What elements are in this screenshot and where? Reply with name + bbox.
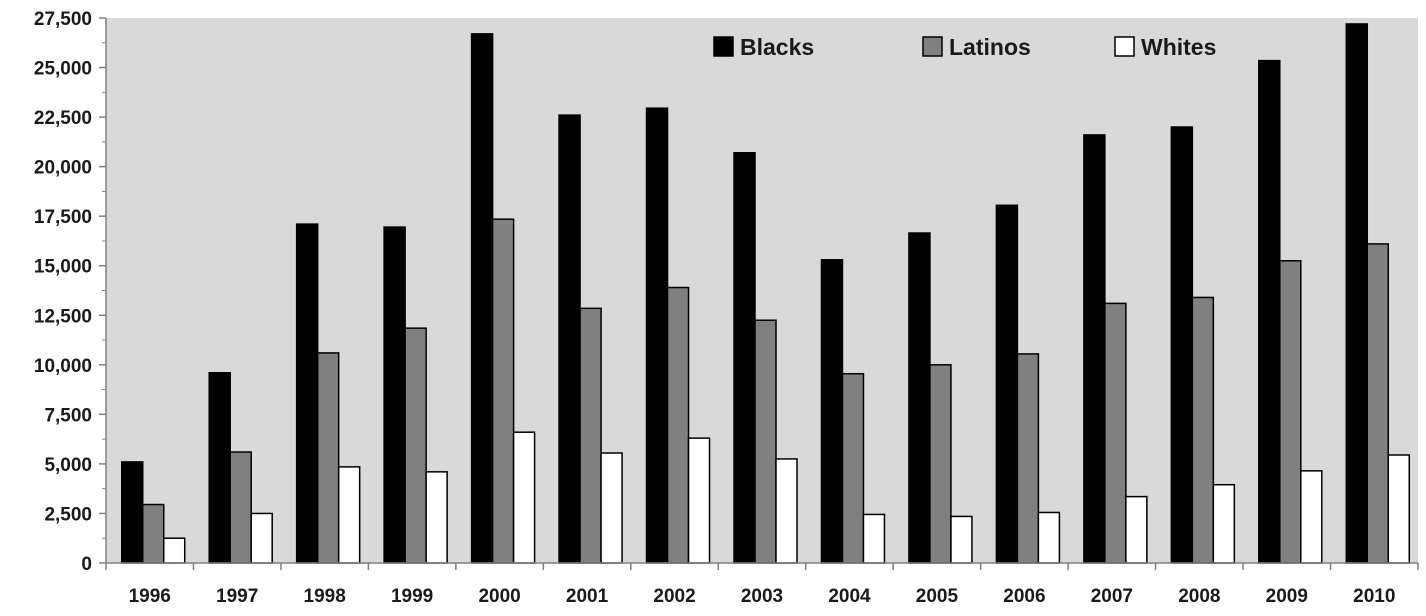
bar-blacks-1999 (383, 226, 406, 564)
bar-blacks-2003 (733, 152, 756, 564)
legend-label-latinos: Latinos (949, 34, 1031, 60)
y-tick-label: 2,500 (44, 504, 92, 525)
bar-whites-2010 (1387, 454, 1411, 564)
bar-latinos-1996 (141, 503, 165, 564)
y-tick-label: 22,500 (34, 108, 92, 129)
bar-whites-1998 (337, 466, 361, 564)
y-tick-label: 7,500 (44, 405, 92, 426)
bar-whites-2000 (512, 431, 536, 564)
bar-latinos-2003 (754, 319, 777, 564)
bar-whites-2005 (950, 515, 973, 564)
x-tick-label: 2004 (828, 586, 871, 607)
legend-swatch-whites (1114, 36, 1135, 57)
x-tick-label: 2009 (1266, 586, 1308, 607)
bar-whites-1997 (250, 512, 273, 564)
x-tick-label: 2000 (478, 586, 520, 607)
bar-latinos-2004 (841, 372, 865, 564)
y-axis: 0 2,500 5,000 7,500 10,000 12,500 15,000 17,500… (34, 9, 106, 575)
x-tick-label: 1997 (216, 586, 258, 607)
bar-latinos-1999 (404, 327, 427, 564)
x-tick-label: 2003 (741, 586, 783, 607)
bar-blacks-2006 (995, 204, 1019, 564)
x-tick-label: 2007 (1091, 586, 1133, 607)
x-tick-label: 1999 (391, 586, 433, 607)
x-tick-label: 1996 (129, 586, 171, 607)
x-tick-label: 2005 (916, 586, 959, 607)
legend-label-blacks: Blacks (740, 34, 814, 60)
bar-whites-2001 (600, 452, 623, 564)
y-tick-label: 17,500 (34, 207, 92, 228)
bar-latinos-1998 (316, 352, 340, 564)
bar-blacks-2005 (908, 232, 931, 564)
bar-blacks-1996 (120, 461, 144, 564)
bar-latinos-2009 (1279, 260, 1302, 564)
bar-blacks-2007 (1083, 134, 1106, 564)
legend-swatch-latinos (922, 36, 943, 57)
bar-latinos-2007 (1104, 302, 1127, 564)
x-tick-label: 2001 (566, 586, 609, 607)
bar-blacks-2009 (1258, 59, 1281, 564)
bar-blacks-1998 (295, 223, 319, 564)
legend-label-whites: Whites (1141, 34, 1216, 60)
y-tick-label: 25,000 (34, 59, 92, 80)
legend: Blacks Latinos Whites (713, 34, 1216, 60)
bar-blacks-2008 (1170, 126, 1194, 564)
bar-latinos-2008 (1191, 296, 1215, 564)
bar-whites-2007 (1125, 495, 1148, 564)
bar-whites-2008 (1212, 483, 1236, 564)
bar-whites-2004 (862, 513, 886, 564)
bar-blacks-2000 (470, 33, 494, 564)
bar-latinos-2000 (491, 218, 515, 564)
bar-blacks-2010 (1345, 23, 1369, 564)
x-tick-label: 2010 (1353, 586, 1395, 607)
x-tick-label: 1998 (304, 586, 346, 607)
y-tick-label: 0 (81, 554, 92, 575)
y-tick-label: 5,000 (44, 455, 92, 476)
bar-whites-1999 (425, 471, 448, 564)
bar-whites-2002 (687, 437, 711, 564)
y-tick-label: 10,000 (34, 356, 92, 377)
x-tick-label: 2006 (1003, 586, 1045, 607)
y-tick-label: 20,000 (34, 158, 92, 179)
y-tick-label: 27,500 (34, 9, 92, 30)
bar-latinos-2002 (666, 286, 690, 564)
bar-latinos-2010 (1366, 243, 1390, 564)
bar-latinos-2006 (1016, 353, 1040, 564)
y-tick-label: 12,500 (34, 306, 92, 327)
bar-latinos-2005 (929, 364, 952, 564)
bar-whites-2003 (775, 458, 798, 564)
bar-blacks-1997 (208, 371, 231, 564)
x-tick-label: 2002 (653, 586, 695, 607)
bar-blacks-2004 (820, 259, 844, 564)
legend-swatch-blacks (713, 36, 734, 57)
y-tick-label: 15,000 (34, 257, 92, 278)
bar-blacks-2002 (645, 107, 669, 564)
bar-whites-2009 (1300, 470, 1323, 564)
bar-latinos-2001 (579, 307, 602, 564)
bar-whites-1996 (162, 537, 186, 564)
bar-latinos-1997 (229, 451, 252, 564)
bar-blacks-2001 (558, 114, 581, 564)
x-axis: 1996 1997 1998 1999 2000 2001 2002 2003 2004 2005… (105, 563, 1419, 607)
bar-whites-2006 (1037, 511, 1061, 564)
x-tick-label: 2008 (1178, 586, 1220, 607)
